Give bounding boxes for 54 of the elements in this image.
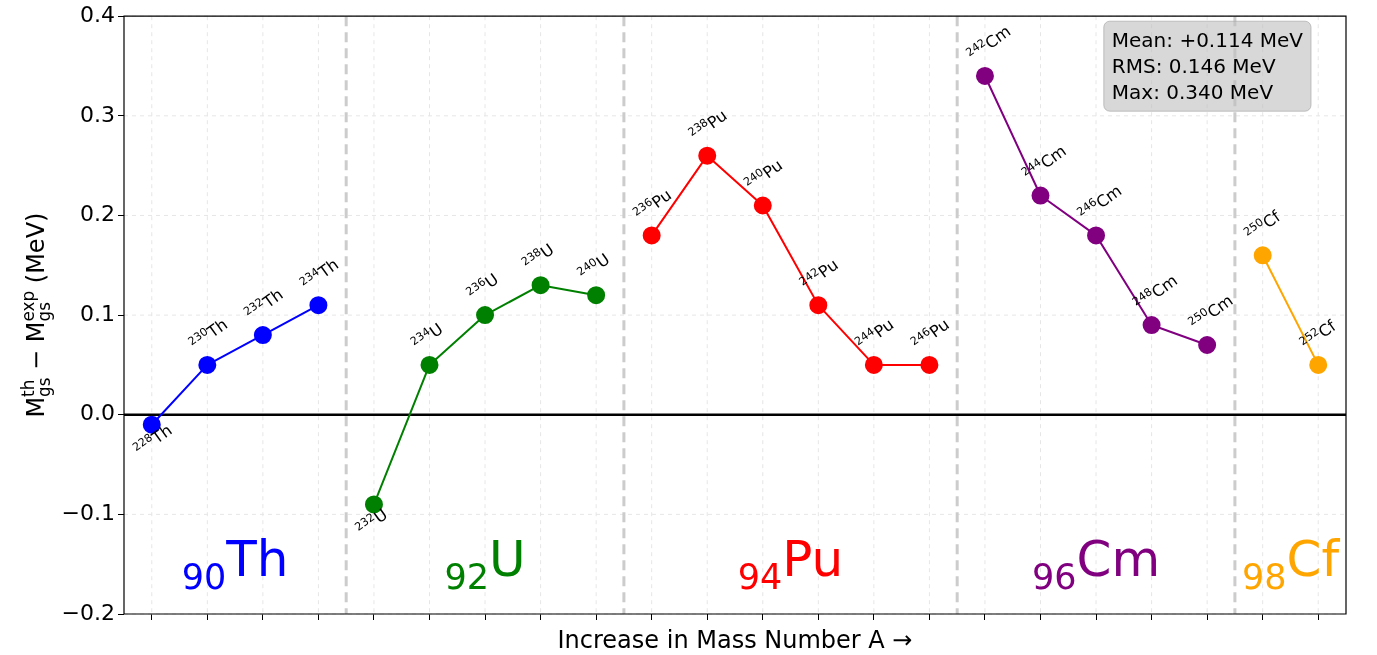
annotation: 248Cm <box>1129 270 1181 309</box>
point <box>420 355 439 374</box>
annotation: 236Pu <box>630 185 676 219</box>
annotation: 234U <box>407 319 447 349</box>
annotation: 244Cm <box>1018 141 1070 179</box>
point <box>587 286 606 305</box>
annotation: 250Cf <box>1241 206 1285 239</box>
annotation: 240Pu <box>741 155 787 189</box>
point <box>975 66 994 85</box>
annotation: 250Cm <box>1185 290 1237 329</box>
point <box>1087 226 1106 245</box>
point <box>198 355 217 374</box>
y-tick-label: 0.2 <box>80 201 115 227</box>
point <box>809 296 828 315</box>
x-axis-title: Increase in Mass Number A → <box>557 626 913 654</box>
annotation: 252Cf <box>1296 316 1340 349</box>
annotation: 232Th <box>241 284 287 319</box>
y-tick-label: 0.1 <box>80 300 115 326</box>
y-tick-label: −0.2 <box>61 599 115 625</box>
point <box>531 276 550 295</box>
point <box>1309 355 1328 374</box>
annotation: 244Pu <box>852 314 898 349</box>
annotation: 238U <box>518 239 558 269</box>
point <box>753 196 772 215</box>
point <box>1142 316 1161 335</box>
annotation: Max: 0.340 MeV <box>1111 80 1274 105</box>
point <box>309 296 328 315</box>
annotation: 234Th <box>296 254 343 289</box>
annotation: Mean: +0.114 MeV <box>1111 28 1304 53</box>
annotation: RMS: 0.146 MeV <box>1111 54 1276 79</box>
annotation: 240U <box>574 249 614 279</box>
annotation: 232U <box>352 504 392 534</box>
y-tick-label: 0.0 <box>80 400 115 426</box>
y-tick-label: 0.3 <box>80 101 115 127</box>
annotation: 242Pu <box>796 254 842 289</box>
y-axis-title: Mgsth − Mgsexp (MeV) <box>18 212 54 418</box>
y-tick-label: 0.4 <box>80 1 115 27</box>
annotation: 238Pu <box>685 105 731 139</box>
point <box>864 355 883 374</box>
annotation: 236U <box>463 269 503 299</box>
point <box>920 355 939 374</box>
annotation: 246Pu <box>907 314 953 349</box>
point <box>642 226 661 245</box>
point <box>476 306 495 325</box>
point <box>253 326 272 345</box>
point <box>1253 246 1272 265</box>
point <box>1198 335 1217 354</box>
annotation: 246Cm <box>1074 180 1126 219</box>
annotation: 228Th <box>130 420 176 454</box>
annotation: 242Cm <box>963 21 1015 60</box>
point <box>1031 186 1050 205</box>
annotation: 230Th <box>185 314 232 349</box>
y-tick-label: −0.1 <box>61 500 115 526</box>
point <box>698 146 717 165</box>
